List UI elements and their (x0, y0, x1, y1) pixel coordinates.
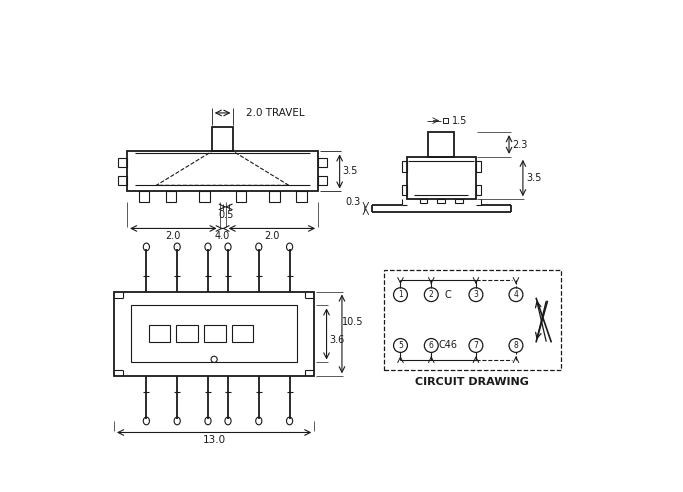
Circle shape (424, 288, 438, 302)
Text: 7: 7 (473, 341, 478, 350)
Bar (318, 157, 327, 167)
Bar (476, 185, 481, 194)
Text: 2.0 TRAVEL: 2.0 TRAVEL (247, 108, 305, 118)
Bar (118, 157, 127, 167)
Ellipse shape (143, 243, 150, 251)
Bar (204, 326, 225, 342)
Text: 1: 1 (398, 290, 403, 299)
Text: 10.5: 10.5 (342, 317, 363, 327)
Bar (476, 161, 481, 172)
Bar (149, 326, 170, 342)
Text: 2.0: 2.0 (264, 231, 279, 241)
Text: 0.5: 0.5 (218, 210, 234, 219)
Bar (139, 191, 150, 202)
Ellipse shape (174, 243, 180, 251)
Bar (428, 132, 454, 157)
Bar (296, 191, 307, 202)
Ellipse shape (205, 417, 211, 425)
Bar (165, 191, 176, 202)
Bar (131, 306, 297, 363)
Circle shape (469, 338, 483, 352)
Bar (232, 326, 253, 342)
Text: 4.0: 4.0 (215, 231, 230, 241)
Ellipse shape (255, 243, 262, 251)
Bar (406, 157, 476, 199)
Bar (118, 176, 127, 185)
Bar (127, 152, 318, 191)
Text: C: C (445, 290, 451, 300)
Bar (384, 270, 561, 370)
Text: 0.3: 0.3 (345, 197, 361, 207)
Text: 2.0: 2.0 (166, 231, 181, 241)
Text: 4: 4 (514, 290, 518, 299)
Bar (269, 191, 279, 202)
Text: 3.6: 3.6 (330, 335, 345, 345)
Bar (114, 292, 314, 376)
Circle shape (211, 356, 217, 363)
Ellipse shape (174, 417, 180, 425)
Text: 6: 6 (429, 341, 434, 350)
Ellipse shape (286, 417, 293, 425)
Text: 1.5: 1.5 (452, 116, 467, 125)
Circle shape (424, 338, 438, 352)
Bar (455, 199, 463, 203)
Text: C46: C46 (438, 340, 458, 350)
Bar (420, 199, 428, 203)
Circle shape (509, 338, 523, 352)
Bar (443, 118, 448, 123)
Bar (437, 199, 445, 203)
Text: 8: 8 (514, 341, 518, 350)
Circle shape (393, 288, 407, 302)
Bar (402, 161, 406, 172)
Bar (236, 191, 247, 202)
Ellipse shape (225, 243, 231, 251)
Circle shape (509, 288, 523, 302)
Ellipse shape (143, 417, 150, 425)
Text: 13.0: 13.0 (203, 435, 225, 445)
Text: 2.3: 2.3 (512, 140, 527, 150)
Ellipse shape (255, 417, 262, 425)
Bar (176, 326, 198, 342)
Circle shape (393, 338, 407, 352)
Text: 3.5: 3.5 (343, 166, 358, 177)
Text: 2: 2 (429, 290, 434, 299)
Text: CIRCUIT DRAWING: CIRCUIT DRAWING (415, 377, 529, 387)
Ellipse shape (286, 243, 293, 251)
Ellipse shape (205, 243, 211, 251)
Bar (318, 176, 327, 185)
Text: 5: 5 (398, 341, 403, 350)
Bar (199, 191, 210, 202)
Text: 3: 3 (473, 290, 478, 299)
Bar (212, 127, 234, 152)
Bar (402, 185, 406, 194)
Text: 3.5: 3.5 (526, 173, 542, 184)
Ellipse shape (225, 417, 231, 425)
Circle shape (469, 288, 483, 302)
